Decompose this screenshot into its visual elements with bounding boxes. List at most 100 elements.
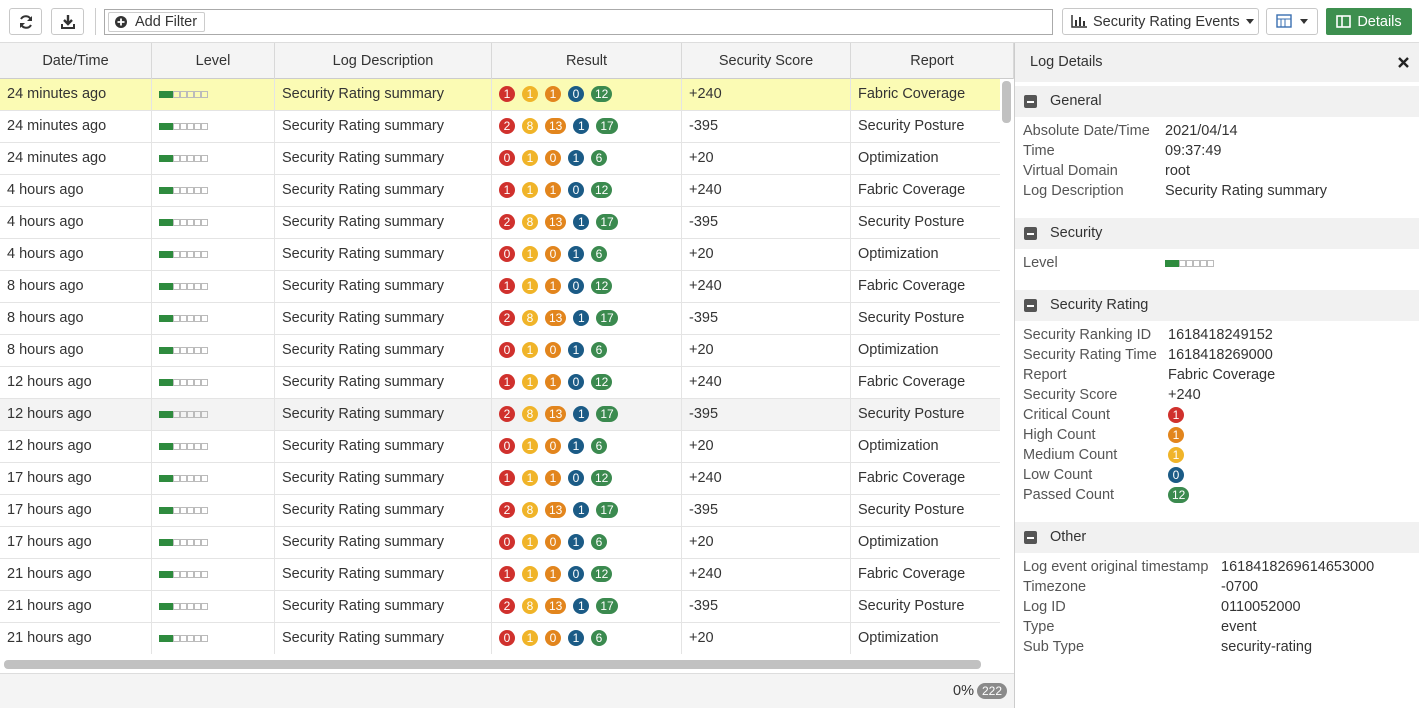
details-label: Details bbox=[1357, 13, 1402, 30]
vertical-scrollbar[interactable] bbox=[1002, 81, 1011, 123]
level-square bbox=[180, 506, 187, 514]
time-cell: 21 hours ago bbox=[0, 559, 152, 590]
view-dropdown[interactable]: Security Rating Events bbox=[1062, 8, 1259, 35]
report-cell: Security Posture bbox=[851, 111, 1000, 142]
score-cell: +240 bbox=[682, 79, 851, 110]
table-row[interactable]: 4 hours ago Security Rating summary 1 1 1 0 12… bbox=[0, 175, 1000, 207]
level-square bbox=[194, 314, 201, 322]
level-icon bbox=[159, 527, 208, 558]
result-badge: 1 bbox=[499, 278, 515, 295]
level-square bbox=[173, 250, 180, 258]
level-square bbox=[194, 346, 201, 354]
level-square bbox=[201, 378, 208, 386]
result-badge: 1 bbox=[568, 630, 584, 647]
result-cell: 2 8 13 1 17 bbox=[492, 591, 682, 622]
detail-row: Report Fabric Coverage bbox=[1023, 365, 1275, 385]
report-cell: Security Posture bbox=[851, 303, 1000, 334]
level-square bbox=[173, 122, 180, 130]
section-header: Other bbox=[1015, 522, 1419, 553]
table-row[interactable]: 12 hours ago Security Rating summary 2 8 13 1… bbox=[0, 399, 1000, 431]
table-row[interactable]: 12 hours ago Security Rating summary 0 1 0 1 6… bbox=[0, 431, 1000, 463]
table-row[interactable]: 17 hours ago Security Rating summary 1 1 1 0 1… bbox=[0, 463, 1000, 495]
panel-title: Log Details bbox=[1030, 54, 1103, 70]
level-icon bbox=[159, 463, 208, 494]
collapse-icon bbox=[1024, 227, 1037, 240]
table-row[interactable]: 21 hours ago Security Rating summary 2 8 13 1… bbox=[0, 591, 1000, 623]
add-filter-button[interactable]: Add Filter bbox=[108, 12, 205, 32]
filter-box[interactable]: Add Filter bbox=[104, 9, 1053, 35]
table-row[interactable]: 8 hours ago Security Rating summary 2 8 13 1 1… bbox=[0, 303, 1000, 335]
level-square bbox=[166, 90, 173, 98]
result-badge: 2 bbox=[499, 118, 515, 135]
level-square bbox=[187, 474, 194, 482]
level-square bbox=[180, 250, 187, 258]
level-square bbox=[166, 122, 173, 130]
table-row[interactable]: 24 minutes ago Security Rating summary 1 1 1… bbox=[0, 79, 1000, 111]
level-square bbox=[201, 506, 208, 514]
report-cell: Security Posture bbox=[851, 495, 1000, 526]
result-badge: 1 bbox=[545, 470, 561, 487]
level-square bbox=[194, 282, 201, 290]
table-row[interactable]: 17 hours ago Security Rating summary 2 8 13 1… bbox=[0, 495, 1000, 527]
result-badge: 1 bbox=[499, 470, 515, 487]
report-cell: Optimization bbox=[851, 431, 1000, 462]
score-cell: +20 bbox=[682, 527, 851, 558]
result-badge: 1 bbox=[499, 374, 515, 391]
table-row[interactable]: 4 hours ago Security Rating summary 2 8 13 1 1… bbox=[0, 207, 1000, 239]
result-badge: 0 bbox=[499, 246, 515, 263]
column-header: Report bbox=[851, 43, 1014, 79]
table-row[interactable]: 4 hours ago Security Rating summary 0 1 0 1 6 +… bbox=[0, 239, 1000, 271]
result-badge: 0 bbox=[545, 342, 561, 359]
level-square bbox=[159, 186, 166, 194]
level-icon bbox=[159, 79, 208, 110]
result-badge: 17 bbox=[596, 598, 618, 615]
download-button[interactable] bbox=[51, 8, 84, 35]
table-row[interactable]: 8 hours ago Security Rating summary 1 1 1 0 12… bbox=[0, 271, 1000, 303]
report-cell: Fabric Coverage bbox=[851, 271, 1000, 302]
level-square bbox=[187, 538, 194, 546]
level-square bbox=[173, 506, 180, 514]
table-row[interactable]: 21 hours ago Security Rating summary 0 1 0 1 6… bbox=[0, 623, 1000, 654]
table-row[interactable]: 8 hours ago Security Rating summary 0 1 0 1 6 +… bbox=[0, 335, 1000, 367]
table-row[interactable]: 24 minutes ago Security Rating summary 0 1 0… bbox=[0, 143, 1000, 175]
result-badge: 1 bbox=[545, 86, 561, 103]
time-cell: 8 hours ago bbox=[0, 303, 152, 334]
level-square bbox=[1179, 259, 1186, 267]
level-square bbox=[187, 154, 194, 162]
level-square bbox=[159, 570, 166, 578]
details-button[interactable]: Details bbox=[1326, 8, 1412, 35]
result-badge: 1 bbox=[568, 534, 584, 551]
level-square bbox=[201, 410, 208, 418]
result-badge: 0 bbox=[568, 566, 584, 583]
level-square bbox=[166, 218, 173, 226]
detail-row: Type event bbox=[1023, 617, 1256, 637]
level-square bbox=[194, 410, 201, 418]
detail-key: Type bbox=[1023, 619, 1055, 635]
section-header: General bbox=[1015, 86, 1419, 117]
level-cell bbox=[152, 495, 275, 526]
refresh-button[interactable] bbox=[9, 8, 42, 35]
description-cell: Security Rating summary bbox=[275, 207, 492, 238]
level-square bbox=[187, 442, 194, 450]
time-cell: 8 hours ago bbox=[0, 271, 152, 302]
result-badge: 2 bbox=[499, 502, 515, 519]
close-button[interactable] bbox=[1398, 57, 1409, 68]
result-badge: 2 bbox=[499, 214, 515, 231]
horizontal-scrollbar[interactable] bbox=[4, 660, 981, 669]
columns-button[interactable] bbox=[1266, 8, 1318, 35]
detail-value: 1618418269614653000 bbox=[1221, 559, 1375, 575]
level-square bbox=[166, 314, 173, 322]
level-square bbox=[166, 538, 173, 546]
table-row[interactable]: 17 hours ago Security Rating summary 0 1 0 1 6… bbox=[0, 527, 1000, 559]
level-cell bbox=[152, 367, 275, 398]
level-square bbox=[159, 506, 166, 514]
result-badge: 1 bbox=[545, 182, 561, 199]
score-cell: +20 bbox=[682, 335, 851, 366]
table-row[interactable]: 12 hours ago Security Rating summary 1 1 1 0 1… bbox=[0, 367, 1000, 399]
detail-row: High Count 1 bbox=[1023, 425, 1191, 445]
level-square bbox=[159, 442, 166, 450]
table-row[interactable]: 24 minutes ago Security Rating summary 2 8 1… bbox=[0, 111, 1000, 143]
report-cell: Optimization bbox=[851, 335, 1000, 366]
table-row[interactable]: 21 hours ago Security Rating summary 1 1 1 0 1… bbox=[0, 559, 1000, 591]
